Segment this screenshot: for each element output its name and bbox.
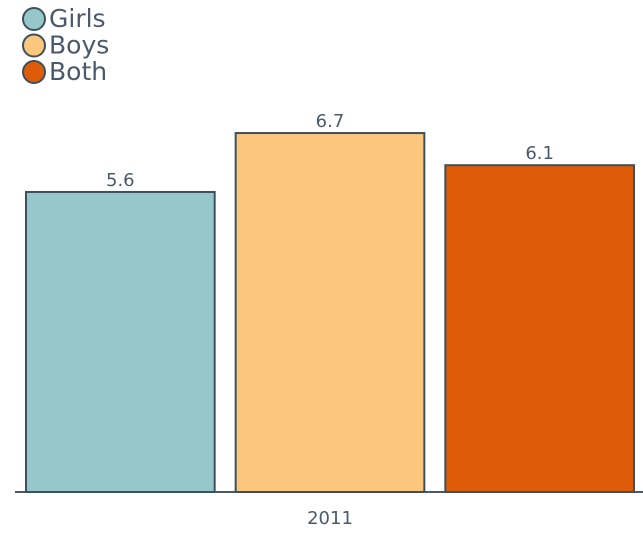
legend-label: Boys	[49, 31, 109, 60]
bar	[444, 164, 636, 493]
data-label: 6.7	[316, 111, 345, 132]
x-tick-label: 2011	[307, 508, 353, 529]
legend-label: Both	[49, 57, 107, 86]
bar	[25, 190, 216, 493]
legend-marker	[22, 7, 46, 31]
legend-marker	[22, 60, 46, 84]
data-label: 5.6	[106, 170, 135, 191]
bar	[234, 132, 426, 494]
data-label: 6.1	[525, 143, 554, 164]
legend-label: Girls	[49, 4, 106, 33]
legend-marker	[22, 33, 46, 58]
